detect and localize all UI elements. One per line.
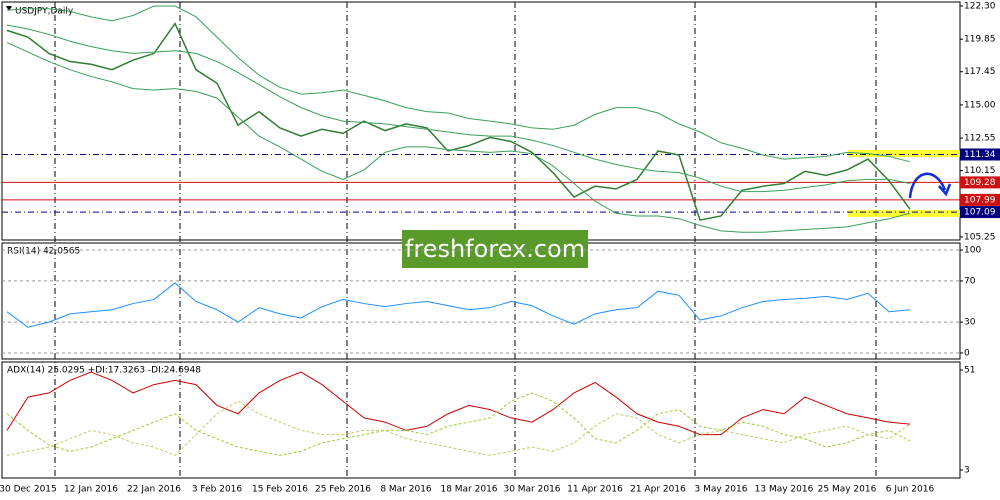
x-tick-label: 8 Mar 2016 bbox=[380, 485, 432, 495]
y-tick-label: 3 bbox=[964, 466, 970, 476]
y-tick-label: 112.55 bbox=[964, 134, 996, 144]
x-tick-label: 21 Apr 2016 bbox=[630, 485, 686, 495]
series-line bbox=[6, 5, 911, 163]
x-tick-label: 30 Mar 2016 bbox=[503, 485, 560, 495]
highlight bbox=[848, 210, 960, 217]
series-line bbox=[6, 24, 911, 193]
watermark-text: freshforex.com bbox=[405, 235, 585, 263]
y-tick-label: 70 bbox=[964, 276, 976, 286]
watermark: freshforex.com bbox=[402, 230, 588, 268]
y-tick-label: 100 bbox=[964, 246, 981, 256]
y-tick-label: 117.45 bbox=[964, 67, 996, 77]
level-label: 107.99 bbox=[964, 195, 996, 205]
y-tick-label: 30 bbox=[964, 318, 976, 328]
series-line bbox=[6, 282, 911, 328]
level-label: 109.28 bbox=[964, 178, 996, 188]
x-tick-label: 25 May 2016 bbox=[818, 485, 877, 495]
price-panel bbox=[1, 1, 961, 241]
x-tick-label: 25 Feb 2016 bbox=[315, 485, 371, 495]
x-tick-label: 11 Apr 2016 bbox=[567, 485, 623, 495]
x-tick-label: 3 Feb 2016 bbox=[192, 485, 243, 495]
series-line bbox=[6, 42, 911, 233]
series-line bbox=[6, 22, 911, 221]
x-tick-label: 3 May 2016 bbox=[695, 485, 748, 495]
x-tick-label: 13 May 2016 bbox=[755, 485, 814, 495]
highlight bbox=[848, 150, 960, 157]
y-tick-label: 119.85 bbox=[964, 35, 996, 45]
level-label: 111.34 bbox=[964, 150, 996, 160]
y-tick-label: 105.25 bbox=[964, 233, 996, 243]
level-tag bbox=[960, 176, 1000, 189]
y-tick-label: 0 bbox=[964, 349, 970, 359]
x-tick-label: 15 Feb 2016 bbox=[252, 485, 308, 495]
x-tick-label: 18 Mar 2016 bbox=[440, 485, 497, 495]
level-tag bbox=[960, 206, 1000, 219]
panel-title: ADX(14) 25.0295 +DI:17.3263 -DI:24.6948 bbox=[7, 366, 201, 376]
panel-title: RSI(14) 42.0565 bbox=[7, 247, 80, 257]
x-tick-label: 12 Jan 2016 bbox=[64, 485, 118, 495]
y-tick-label: 51 bbox=[964, 366, 975, 376]
level-tag bbox=[960, 193, 1000, 206]
series-line bbox=[6, 392, 911, 456]
series-line bbox=[6, 400, 911, 457]
x-tick-label: 30 Dec 2015 bbox=[0, 485, 57, 495]
y-tick-label: 115.00 bbox=[964, 100, 996, 110]
watermark-box bbox=[402, 230, 588, 268]
series-line bbox=[6, 371, 911, 436]
forecast-arrow bbox=[908, 172, 947, 199]
level-label: 107.09 bbox=[964, 208, 996, 218]
panel-title: USDJPY,Daily bbox=[15, 7, 74, 17]
x-tick-label: 22 Jan 2016 bbox=[127, 485, 181, 495]
adx-panel bbox=[1, 361, 961, 479]
y-tick-label: 122.30 bbox=[964, 2, 996, 12]
level-tag bbox=[960, 148, 1000, 161]
forecast-arrow-head bbox=[938, 183, 952, 197]
x-tick-label: 6 Jun 2016 bbox=[886, 485, 935, 495]
title-arrow bbox=[6, 6, 12, 11]
y-tick-label: 110.15 bbox=[964, 166, 996, 176]
